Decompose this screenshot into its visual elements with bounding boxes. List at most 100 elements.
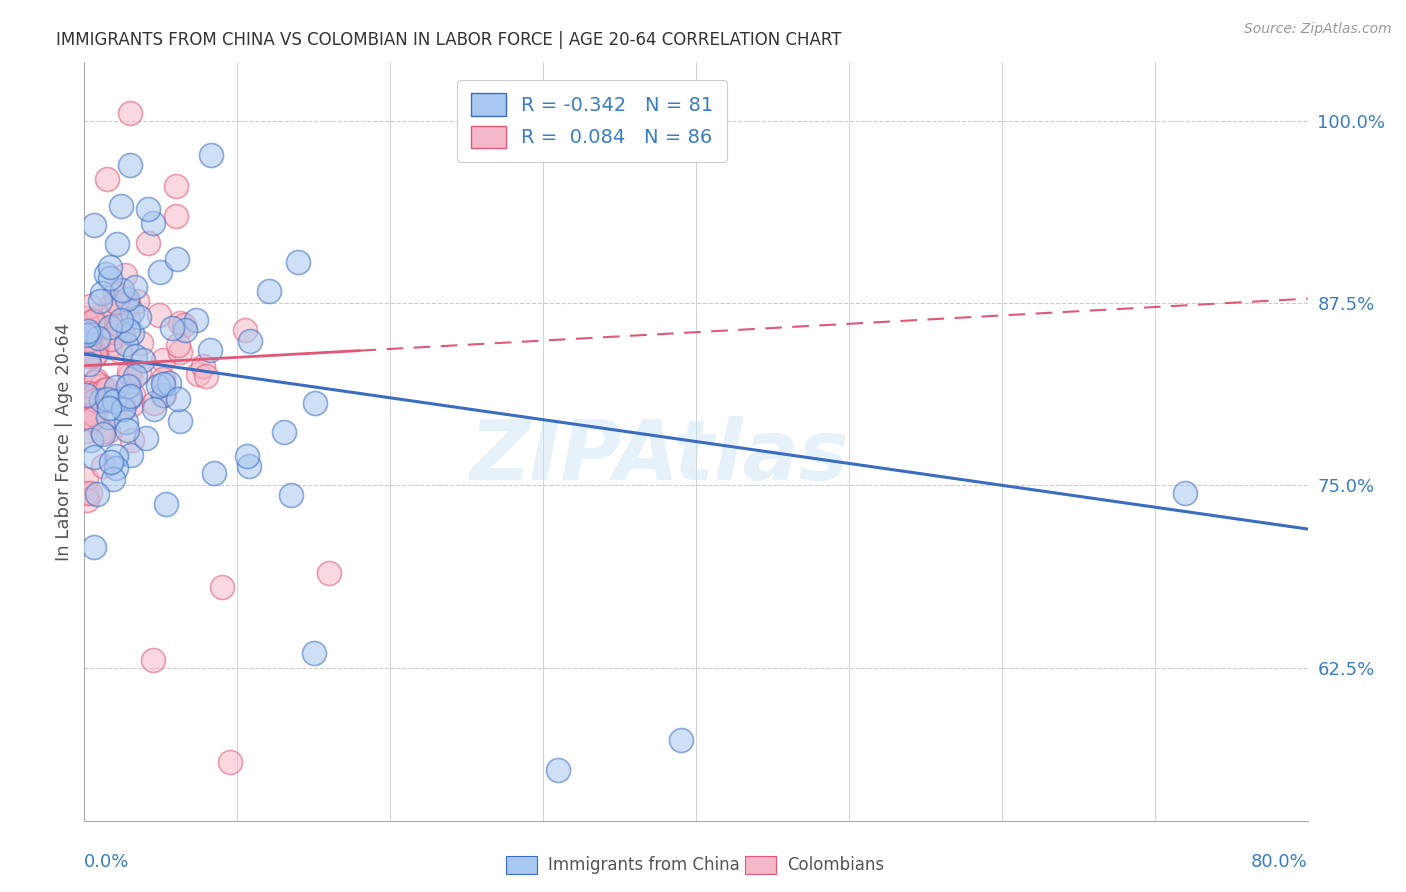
Point bbox=[79, 299, 101, 313]
Point bbox=[100, 455, 122, 469]
Point bbox=[80, 434, 103, 448]
Point bbox=[104, 285, 127, 300]
Point bbox=[547, 763, 569, 777]
Point bbox=[236, 449, 259, 463]
Point bbox=[80, 411, 103, 425]
Point bbox=[91, 458, 114, 473]
Point bbox=[96, 172, 118, 186]
Point bbox=[87, 331, 110, 345]
Point bbox=[218, 756, 240, 770]
Point bbox=[93, 383, 115, 397]
Point bbox=[239, 334, 262, 349]
Point bbox=[96, 382, 118, 396]
Point bbox=[132, 352, 155, 367]
Point bbox=[166, 338, 188, 352]
Point bbox=[84, 376, 107, 390]
Point bbox=[79, 485, 101, 500]
Point bbox=[82, 407, 104, 421]
Point bbox=[87, 322, 110, 336]
Point bbox=[94, 267, 117, 281]
Bar bbox=[506, 856, 537, 874]
Point bbox=[143, 396, 166, 410]
Point bbox=[257, 284, 280, 298]
Point bbox=[121, 305, 143, 319]
Point bbox=[79, 340, 101, 354]
Point bbox=[90, 422, 112, 436]
Point bbox=[75, 424, 97, 438]
Point bbox=[135, 431, 157, 445]
Text: Colombians: Colombians bbox=[787, 856, 884, 874]
Point bbox=[105, 295, 128, 310]
Point bbox=[1174, 485, 1197, 500]
Point bbox=[84, 374, 107, 388]
Point bbox=[157, 376, 180, 391]
Point bbox=[273, 425, 295, 439]
Point bbox=[120, 389, 142, 403]
Point bbox=[120, 448, 142, 462]
Point bbox=[238, 459, 260, 474]
Point bbox=[122, 388, 145, 402]
Point bbox=[152, 377, 174, 392]
Y-axis label: In Labor Force | Age 20-64: In Labor Force | Age 20-64 bbox=[55, 322, 73, 561]
Point bbox=[121, 434, 143, 448]
Point bbox=[110, 199, 132, 213]
Point bbox=[98, 340, 121, 354]
Point bbox=[100, 388, 122, 402]
Point bbox=[211, 580, 233, 594]
Point bbox=[115, 293, 138, 307]
Point bbox=[124, 280, 146, 294]
Point bbox=[86, 487, 108, 501]
Point bbox=[142, 216, 165, 230]
Point bbox=[318, 566, 340, 580]
Point bbox=[173, 318, 195, 332]
Point bbox=[200, 147, 222, 161]
Point bbox=[117, 312, 139, 326]
Point bbox=[76, 328, 98, 343]
Point bbox=[117, 297, 139, 311]
Point bbox=[103, 472, 125, 486]
Point bbox=[146, 378, 169, 392]
Point bbox=[76, 493, 98, 508]
Point bbox=[90, 425, 112, 440]
Point bbox=[152, 388, 174, 402]
Point bbox=[75, 384, 97, 398]
Point bbox=[98, 299, 121, 313]
Point bbox=[108, 344, 131, 359]
Point bbox=[187, 368, 209, 382]
Point bbox=[198, 343, 221, 357]
Point bbox=[111, 326, 134, 341]
Point bbox=[97, 401, 120, 416]
Point bbox=[87, 310, 110, 324]
Point bbox=[75, 328, 97, 343]
Point bbox=[97, 424, 120, 438]
Point bbox=[83, 407, 105, 421]
Point bbox=[174, 323, 197, 337]
Point bbox=[79, 333, 101, 347]
Point bbox=[89, 293, 111, 308]
Point bbox=[91, 426, 114, 441]
Point bbox=[76, 402, 98, 417]
Point bbox=[117, 323, 139, 337]
Text: Immigrants from China: Immigrants from China bbox=[548, 856, 740, 874]
Point bbox=[104, 326, 127, 340]
Point bbox=[118, 368, 141, 383]
Point bbox=[169, 345, 191, 359]
Point bbox=[98, 320, 121, 334]
Point bbox=[115, 423, 138, 437]
Text: ZIPAtlas: ZIPAtlas bbox=[470, 417, 849, 497]
Point bbox=[142, 653, 165, 667]
Point bbox=[83, 313, 105, 327]
Point bbox=[84, 336, 107, 351]
Point bbox=[83, 218, 105, 232]
Point bbox=[120, 157, 142, 171]
Text: IMMIGRANTS FROM CHINA VS COLOMBIAN IN LABOR FORCE | AGE 20-64 CORRELATION CHART: IMMIGRANTS FROM CHINA VS COLOMBIAN IN LA… bbox=[56, 31, 842, 49]
Point bbox=[77, 350, 100, 364]
Point bbox=[111, 401, 134, 416]
Point bbox=[152, 388, 174, 402]
Point bbox=[84, 387, 107, 401]
Point bbox=[105, 461, 128, 475]
Point bbox=[111, 283, 134, 297]
Point bbox=[100, 332, 122, 346]
Point bbox=[142, 402, 165, 417]
Point bbox=[302, 646, 325, 660]
